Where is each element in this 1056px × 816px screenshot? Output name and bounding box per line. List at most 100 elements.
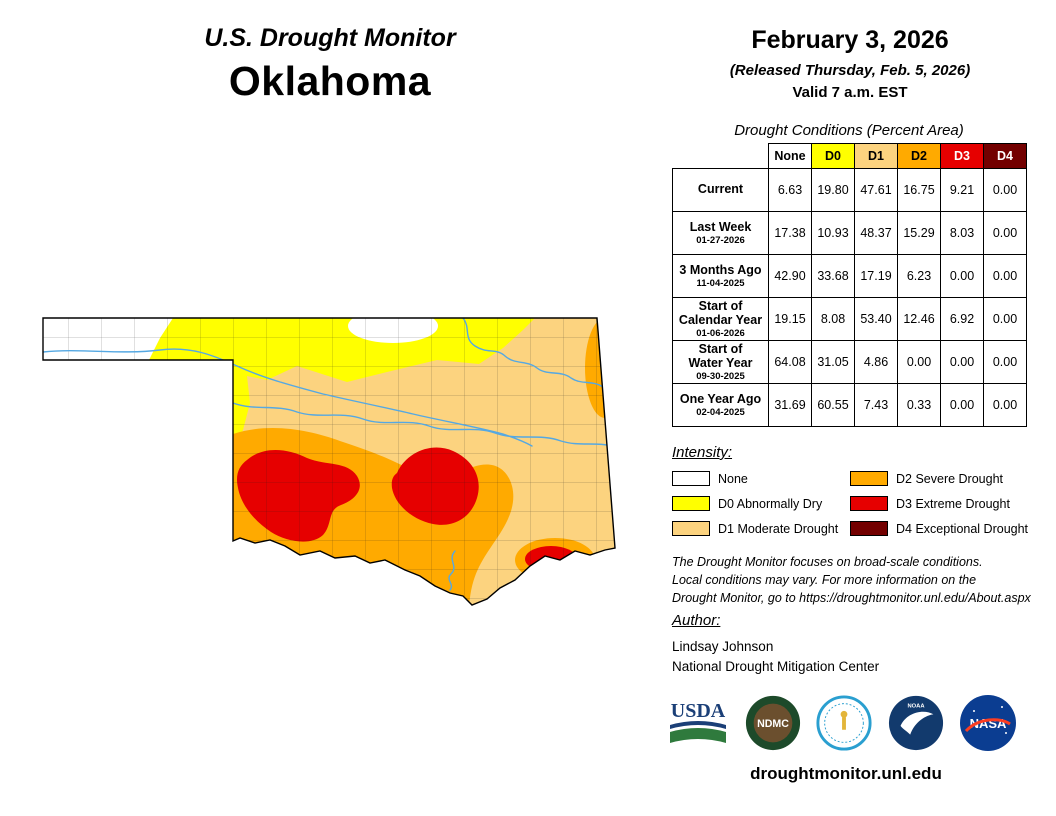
- none-swatch: [672, 471, 710, 486]
- value-cell: 6.63: [768, 168, 812, 212]
- col-header-d4: D4: [983, 143, 1027, 169]
- svg-text:NOAA: NOAA: [907, 704, 925, 710]
- d1-swatch: [672, 521, 710, 536]
- value-cell: 31.05: [811, 340, 855, 384]
- table-row: Last Week 01-27-2026 17.38 10.93 48.37 1…: [672, 211, 1027, 255]
- value-cell: 0.00: [983, 168, 1027, 212]
- date-block: February 3, 2026 (Released Thursday, Feb…: [660, 26, 1040, 101]
- value-cell: 16.75: [897, 168, 941, 212]
- legend-item-d0: D0 Abnormally Dry: [672, 496, 850, 511]
- legend-title: Intensity:: [672, 444, 733, 461]
- value-cell: 6.92: [940, 297, 984, 341]
- value-cell: 0.00: [897, 340, 941, 384]
- value-cell: 53.40: [854, 297, 898, 341]
- value-cell: 10.93: [811, 211, 855, 255]
- legend-item-d2: D2 Severe Drought: [850, 471, 1028, 486]
- river-washita: [448, 550, 456, 591]
- value-cell: 42.90: [768, 254, 812, 298]
- author-heading: Author:: [672, 612, 721, 629]
- row-label: Current: [672, 168, 769, 212]
- value-cell: 9.21: [940, 168, 984, 212]
- value-cell: 19.15: [768, 297, 812, 341]
- row-label: Last Week 01-27-2026: [672, 211, 769, 255]
- value-cell: 47.61: [854, 168, 898, 212]
- state-outline: [42, 317, 616, 606]
- river-canadian: [232, 402, 615, 448]
- table-header-row: None D0 D1 D2 D3 D4: [673, 143, 1027, 169]
- author-organization: National Drought Mitigation Center: [672, 659, 880, 674]
- d2-swatch: [850, 471, 888, 486]
- usda-logo: USDA: [670, 700, 726, 743]
- value-cell: 17.19: [854, 254, 898, 298]
- state-title: Oklahoma: [228, 58, 432, 104]
- agency-logos: USDA NDMC NOAA NASA: [666, 692, 1018, 754]
- table-row: 3 Months Ago 11-04-2025 42.90 33.68 17.1…: [672, 254, 1027, 298]
- col-header-d1: D1: [854, 143, 898, 169]
- monitor-title: U.S. Drought Monitor: [204, 24, 456, 52]
- d4-swatch: [850, 521, 888, 536]
- legend-item-d3: D3 Extreme Drought: [850, 496, 1028, 511]
- value-cell: 0.00: [983, 340, 1027, 384]
- value-cell: 12.46: [897, 297, 941, 341]
- corner-cell: [673, 144, 769, 169]
- row-label: Start of Calendar Year 01-06-2026: [672, 297, 769, 341]
- intensity-legend: Intensity: None D0 Abnormally Dry D1 Mod…: [672, 444, 1044, 536]
- value-cell: 48.37: [854, 211, 898, 255]
- report-date: February 3, 2026: [751, 26, 949, 54]
- title-block: U.S. Drought Monitor Oklahoma: [100, 24, 560, 105]
- value-cell: 0.00: [940, 383, 984, 427]
- row-label: One Year Ago 02-04-2025: [672, 383, 769, 427]
- oklahoma-drought-map: [42, 317, 616, 606]
- drought-conditions-table: None D0 D1 D2 D3 D4 Current 6.63 19.80 4…: [672, 143, 1027, 427]
- table-row: Start of Water Year 09-30-2025 64.08 31.…: [672, 340, 1027, 384]
- value-cell: 0.00: [983, 383, 1027, 427]
- d3-region-east: [599, 323, 615, 373]
- col-header-d2: D2: [897, 143, 941, 169]
- noaa-logo: NOAA: [888, 695, 943, 751]
- table-row: One Year Ago 02-04-2025 31.69 60.55 7.43…: [672, 383, 1027, 427]
- svg-text:NDMC: NDMC: [757, 718, 789, 730]
- map-container: [35, 308, 630, 616]
- value-cell: 0.00: [983, 211, 1027, 255]
- university-seal-logo: [816, 695, 872, 751]
- col-header-none: None: [768, 143, 812, 169]
- legend-item-d4: D4 Exceptional Drought: [850, 521, 1028, 536]
- value-cell: 0.00: [940, 254, 984, 298]
- col-header-d3: D3: [940, 143, 984, 169]
- value-cell: 6.23: [897, 254, 941, 298]
- table-title: Drought Conditions (Percent Area): [734, 122, 964, 139]
- d0-swatch: [672, 496, 710, 511]
- value-cell: 15.29: [897, 211, 941, 255]
- value-cell: 4.86: [854, 340, 898, 384]
- disclaimer-text: The Drought Monitor focuses on broad-sca…: [672, 555, 1031, 606]
- value-cell: 0.00: [983, 297, 1027, 341]
- author-name: Lindsay Johnson: [672, 639, 774, 654]
- value-cell: 0.00: [983, 254, 1027, 298]
- value-cell: 31.69: [768, 383, 812, 427]
- release-date: (Released Thursday, Feb. 5, 2026): [729, 62, 971, 79]
- rivers: [43, 318, 615, 591]
- table-row: Start of Calendar Year 01-06-2026 19.15 …: [672, 297, 1027, 341]
- value-cell: 0.33: [897, 383, 941, 427]
- nasa-logo: NASA: [960, 695, 1016, 751]
- county-grid: [43, 318, 615, 605]
- value-cell: 19.80: [811, 168, 855, 212]
- author-block: Author: Lindsay Johnson National Drought…: [672, 612, 1032, 674]
- legend-item-d1: D1 Moderate Drought: [672, 521, 850, 536]
- value-cell: 0.00: [940, 340, 984, 384]
- d3-swatch: [850, 496, 888, 511]
- footer-url: droughtmonitor.unl.edu: [750, 764, 942, 783]
- ndmc-logo: NDMC: [745, 695, 800, 751]
- legend-item-none: None: [672, 471, 850, 486]
- svg-text:USDA: USDA: [671, 700, 726, 722]
- row-label: Start of Water Year 09-30-2025: [672, 340, 769, 384]
- col-header-d0: D0: [811, 143, 855, 169]
- value-cell: 60.55: [811, 383, 855, 427]
- valid-time: Valid 7 a.m. EST: [792, 84, 908, 101]
- value-cell: 8.03: [940, 211, 984, 255]
- value-cell: 17.38: [768, 211, 812, 255]
- value-cell: 64.08: [768, 340, 812, 384]
- river-beaver: [43, 348, 238, 367]
- table-row: Current 6.63 19.80 47.61 16.75 9.21 0.00: [672, 168, 1027, 212]
